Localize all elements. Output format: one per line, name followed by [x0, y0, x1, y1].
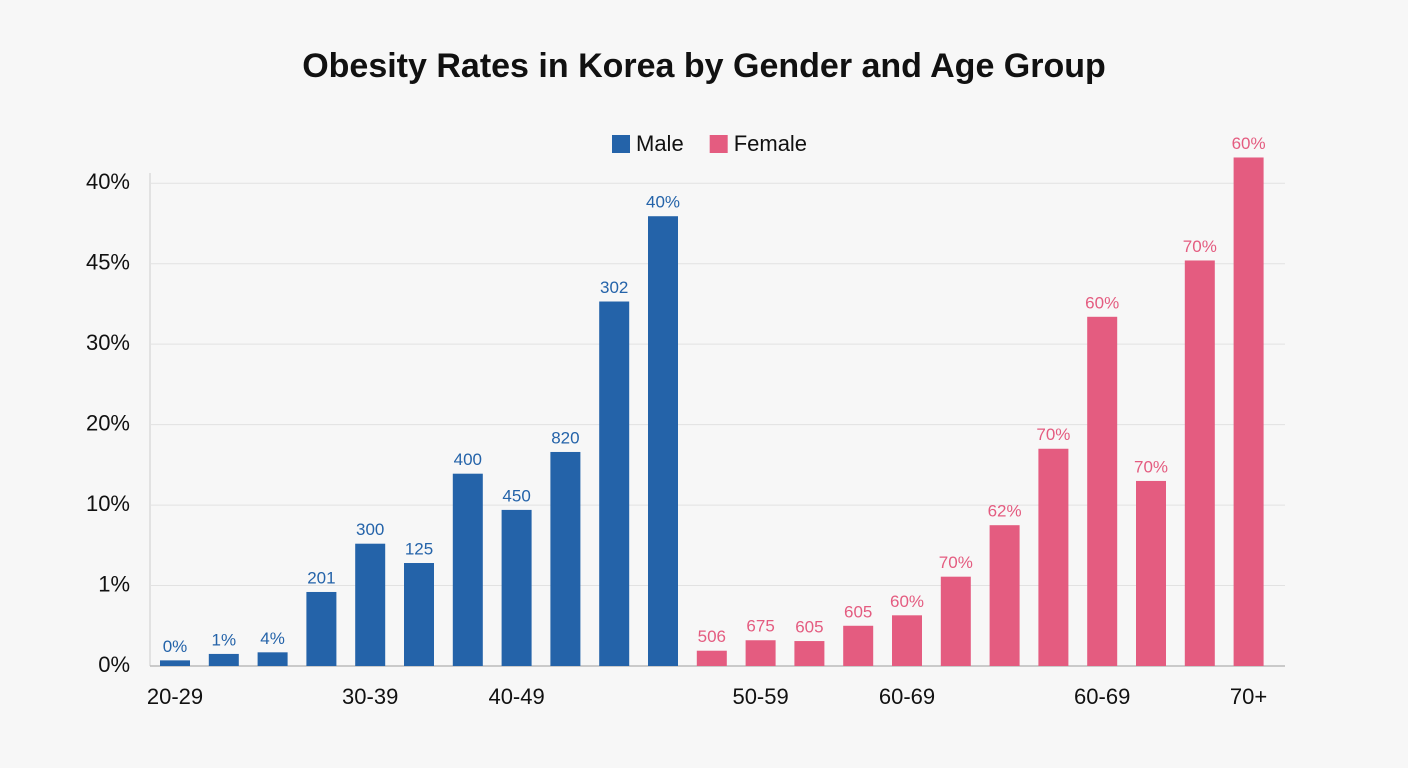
data-label: 60% [1232, 134, 1266, 153]
bar [696, 650, 727, 666]
bar [306, 591, 337, 666]
bar [1184, 260, 1215, 666]
y-tick-label: 40% [86, 169, 130, 194]
data-label: 60% [890, 592, 924, 611]
y-tick-label: 45% [86, 250, 130, 275]
bar [1087, 316, 1118, 666]
bar [501, 509, 532, 666]
data-label: 506 [698, 627, 726, 646]
data-label: 302 [600, 278, 628, 297]
data-label: 1% [212, 630, 237, 649]
bar [648, 216, 678, 666]
data-label: 675 [746, 617, 774, 636]
bar [892, 615, 922, 666]
data-label: 450 [502, 486, 530, 505]
x-tick-label: 40-49 [488, 684, 544, 709]
y-tick-label: 10% [86, 491, 130, 516]
data-label: 62% [988, 502, 1022, 521]
bar [452, 473, 483, 666]
x-tick-label: 70+ [1230, 684, 1267, 709]
data-label: 820 [551, 428, 579, 447]
bar [1038, 448, 1069, 666]
data-label: 400 [454, 450, 482, 469]
bar [843, 625, 874, 666]
y-tick-label: 1% [98, 571, 130, 596]
data-label: 300 [356, 520, 384, 539]
bar [208, 653, 239, 666]
bar [550, 451, 581, 666]
bar [745, 640, 776, 666]
data-label: 0% [163, 637, 188, 656]
legend-label: Male [636, 131, 684, 156]
bar [355, 543, 386, 666]
bar [1136, 480, 1166, 666]
x-tick-label: 30-39 [342, 684, 398, 709]
data-label: 125 [405, 539, 433, 558]
x-tick-label: 60-69 [879, 684, 935, 709]
data-label: 201 [307, 568, 335, 587]
bar [160, 660, 190, 666]
bar [599, 301, 630, 666]
data-label: 40% [646, 193, 680, 212]
data-label: 70% [1036, 425, 1070, 444]
y-tick-label: 0% [98, 652, 130, 677]
bar [1233, 157, 1264, 666]
x-tick-label: 60-69 [1074, 684, 1130, 709]
bar [257, 652, 288, 666]
bar [940, 576, 971, 666]
x-tick-label: 20-29 [147, 684, 203, 709]
data-label: 4% [260, 629, 285, 648]
data-label: 60% [1085, 293, 1119, 312]
data-label: 605 [795, 618, 823, 637]
bar [404, 563, 434, 666]
bar [794, 641, 825, 666]
bar [989, 525, 1020, 666]
legend-swatch [612, 135, 630, 153]
y-tick-label: 30% [86, 330, 130, 355]
data-label: 70% [939, 553, 973, 572]
x-tick-label: 50-59 [732, 684, 788, 709]
data-label: 605 [844, 602, 872, 621]
chart-title: Obesity Rates in Korea by Gender and Age… [302, 47, 1106, 85]
data-label: 70% [1183, 237, 1217, 256]
legend-label: Female [734, 131, 807, 156]
legend-swatch [709, 135, 728, 153]
y-tick-label: 20% [86, 410, 130, 435]
data-label: 70% [1134, 457, 1168, 476]
